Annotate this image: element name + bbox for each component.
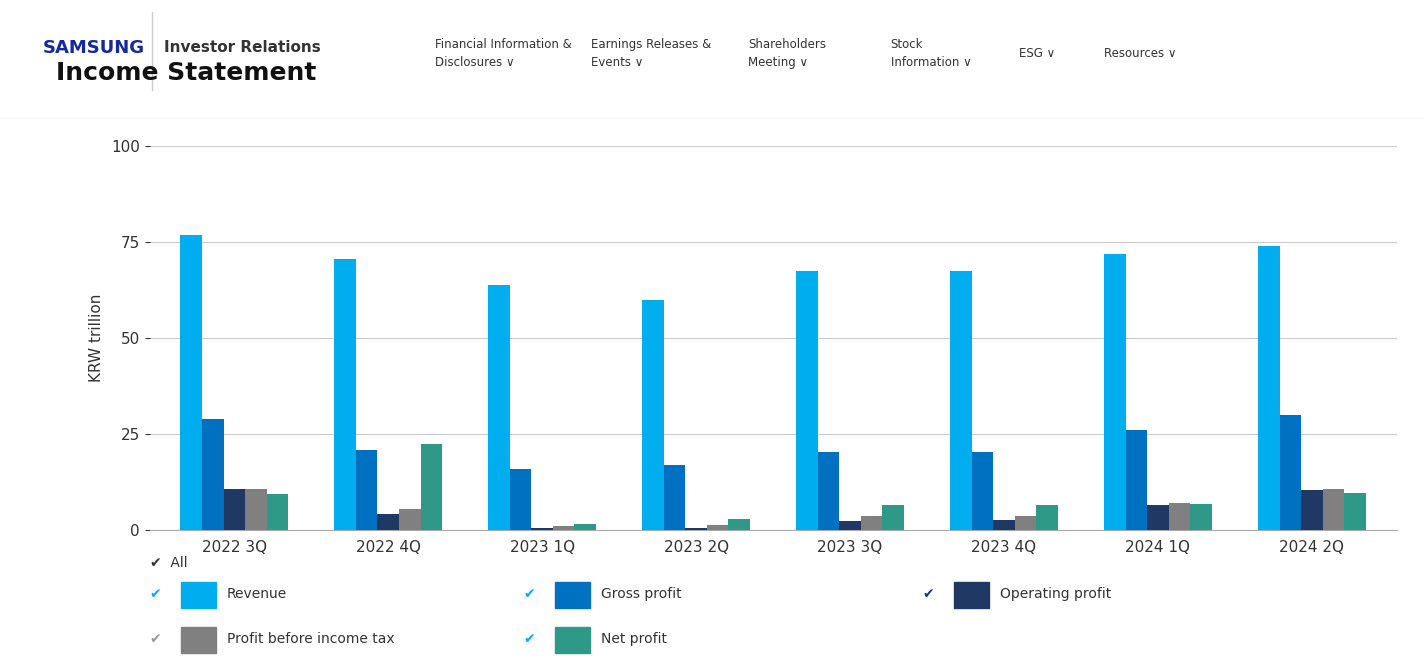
Bar <box>797 271 818 530</box>
Bar <box>224 489 245 530</box>
Text: Earnings Releases &
Events ∨: Earnings Releases & Events ∨ <box>591 38 711 69</box>
Bar <box>1258 246 1280 530</box>
Bar <box>554 627 590 654</box>
Text: Gross profit: Gross profit <box>601 587 681 601</box>
Text: ESG ∨: ESG ∨ <box>1019 47 1054 60</box>
Text: ✔: ✔ <box>524 632 536 646</box>
Text: ✔: ✔ <box>150 587 161 601</box>
Text: Profit before income tax: Profit before income tax <box>227 632 395 646</box>
Text: Operating profit: Operating profit <box>1000 587 1112 601</box>
Bar <box>1015 516 1036 530</box>
Bar <box>861 516 882 530</box>
Bar <box>1280 415 1301 530</box>
Bar <box>1147 505 1168 530</box>
Bar <box>972 452 993 530</box>
Bar <box>181 582 215 608</box>
Bar <box>532 528 553 530</box>
Bar <box>1126 430 1147 530</box>
Text: Investor Relations: Investor Relations <box>164 40 321 55</box>
Bar <box>1301 491 1322 530</box>
Bar <box>202 419 224 530</box>
Bar <box>574 524 596 530</box>
Text: ✔  All: ✔ All <box>150 556 187 570</box>
Bar <box>993 520 1015 530</box>
Bar <box>685 528 707 530</box>
Text: Net profit: Net profit <box>601 632 667 646</box>
Bar <box>707 525 728 530</box>
Bar <box>643 300 664 530</box>
Bar <box>1190 504 1211 530</box>
Bar <box>489 286 510 530</box>
Text: Income Statement: Income Statement <box>56 61 316 86</box>
Text: ✔: ✔ <box>524 587 536 601</box>
Bar <box>1168 503 1190 530</box>
Bar <box>335 259 356 530</box>
Bar <box>266 494 288 530</box>
Text: ✔: ✔ <box>150 632 161 646</box>
Bar <box>728 519 750 530</box>
Y-axis label: KRW trillion: KRW trillion <box>90 294 104 383</box>
Bar <box>839 521 861 530</box>
Bar <box>378 514 399 530</box>
Bar <box>510 469 532 530</box>
Bar <box>1322 489 1344 530</box>
Bar <box>554 582 590 608</box>
Text: Financial Information &
Disclosures ∨: Financial Information & Disclosures ∨ <box>435 38 571 69</box>
Bar <box>1344 493 1365 530</box>
Bar <box>664 465 685 530</box>
Bar <box>181 627 215 654</box>
Bar <box>1104 254 1126 530</box>
Bar <box>356 450 378 530</box>
Bar <box>245 489 266 530</box>
Text: Shareholders
Meeting ∨: Shareholders Meeting ∨ <box>748 38 826 69</box>
Bar <box>818 452 839 530</box>
Text: Resources ∨: Resources ∨ <box>1104 47 1177 60</box>
Bar <box>953 582 989 608</box>
Bar <box>420 444 442 530</box>
Text: Revenue: Revenue <box>227 587 288 601</box>
Bar <box>399 509 420 530</box>
Text: Stock
Information ∨: Stock Information ∨ <box>891 38 972 69</box>
Bar <box>950 271 972 530</box>
Text: SAMSUNG: SAMSUNG <box>43 38 145 57</box>
Text: ✔: ✔ <box>923 587 935 601</box>
Bar <box>882 505 903 530</box>
Bar <box>553 526 574 530</box>
Bar <box>181 235 202 530</box>
Bar <box>1036 505 1057 530</box>
